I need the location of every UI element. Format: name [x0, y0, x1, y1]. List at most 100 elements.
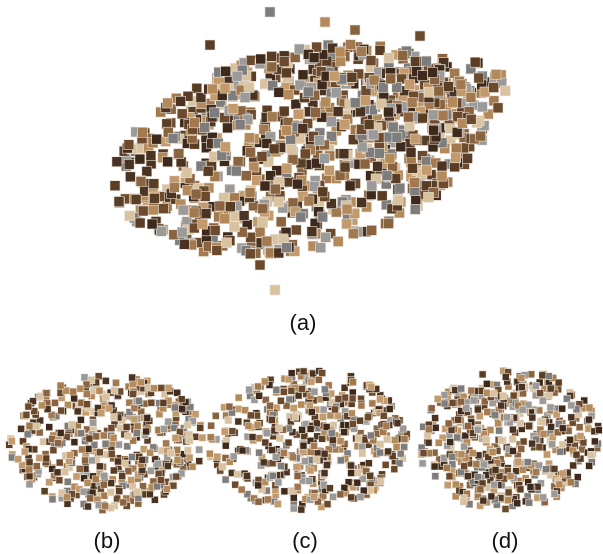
- face-thumbnail: [580, 439, 587, 446]
- face-thumbnail: [73, 473, 80, 480]
- face-thumbnail: [57, 382, 64, 389]
- face-thumbnail: [230, 211, 240, 221]
- face-thumbnail: [458, 385, 465, 392]
- face-thumbnail: [502, 506, 509, 513]
- face-thumbnail: [505, 489, 512, 496]
- face-thumbnail: [186, 437, 193, 444]
- face-thumbnail: [302, 458, 309, 465]
- face-thumbnail: [466, 114, 476, 124]
- face-thumbnail: [262, 236, 272, 246]
- face-thumbnail: [239, 211, 249, 221]
- face-thumbnail: [369, 75, 379, 85]
- face-thumbnail: [54, 440, 61, 447]
- face-thumbnail: [247, 412, 254, 419]
- face-thumbnail: [415, 31, 425, 41]
- face-thumbnail: [101, 472, 108, 479]
- face-thumbnail: [369, 400, 376, 407]
- face-thumbnail: [279, 106, 289, 116]
- face-thumbnail: [205, 40, 215, 50]
- face-thumbnail: [255, 260, 265, 270]
- face-thumbnail: [258, 217, 268, 227]
- face-thumbnail: [225, 417, 232, 424]
- face-thumbnail: [574, 474, 581, 481]
- face-thumbnail: [339, 149, 349, 159]
- face-thumbnail: [68, 421, 75, 428]
- face-thumbnail: [307, 467, 314, 474]
- face-thumbnail: [290, 454, 297, 461]
- face-thumbnail: [559, 425, 566, 432]
- face-thumbnail: [201, 209, 211, 219]
- face-thumbnail: [125, 172, 135, 182]
- face-thumbnail: [332, 406, 339, 413]
- face-thumbnail: [336, 56, 346, 66]
- face-thumbnail: [298, 506, 305, 513]
- face-thumbnail: [254, 421, 261, 428]
- face-thumbnail: [441, 400, 448, 407]
- face-thumbnail: [197, 424, 204, 431]
- face-thumbnail: [510, 392, 517, 399]
- face-thumbnail: [420, 450, 427, 457]
- face-thumbnail: [286, 134, 296, 144]
- face-thumbnail: [189, 463, 196, 470]
- face-thumbnail: [124, 159, 134, 169]
- face-thumbnail: [360, 159, 370, 169]
- face-thumbnail: [163, 157, 173, 167]
- face-thumbnail: [479, 371, 486, 378]
- face-thumbnail: [377, 396, 384, 403]
- face-thumbnail: [474, 426, 481, 433]
- face-thumbnail: [540, 494, 547, 501]
- face-thumbnail: [293, 109, 303, 119]
- face-thumbnail: [231, 166, 241, 176]
- face-thumbnail: [288, 387, 295, 394]
- face-thumbnail: [397, 450, 404, 457]
- face-thumbnail: [526, 499, 533, 506]
- face-thumbnail: [102, 440, 109, 447]
- face-thumbnail: [321, 450, 328, 457]
- face-thumbnail: [432, 424, 439, 431]
- face-thumbnail: [82, 457, 89, 464]
- face-thumbnail: [437, 171, 447, 181]
- face-thumbnail: [246, 55, 256, 65]
- face-thumbnail: [350, 25, 360, 35]
- face-thumbnail: [18, 425, 25, 432]
- face-thumbnail: [432, 473, 439, 480]
- face-thumbnail: [221, 66, 231, 76]
- face-thumbnail: [95, 502, 102, 509]
- face-thumbnail: [25, 403, 32, 410]
- face-thumbnail: [225, 202, 235, 212]
- face-thumbnail: [62, 468, 69, 475]
- face-thumbnail: [318, 187, 328, 197]
- face-thumbnail: [368, 432, 375, 439]
- face-thumbnail: [348, 410, 355, 417]
- face-thumbnail: [134, 488, 141, 495]
- face-thumbnail: [320, 406, 327, 413]
- face-thumbnail: [26, 422, 33, 429]
- face-thumbnail: [557, 448, 564, 455]
- face-thumbnail: [526, 423, 533, 430]
- face-thumbnail: [290, 505, 297, 512]
- face-thumbnail: [192, 83, 202, 93]
- face-thumbnail: [408, 163, 418, 173]
- face-thumbnail: [348, 462, 355, 469]
- face-thumbnail: [206, 450, 213, 457]
- face-thumbnail: [235, 406, 242, 413]
- face-thumbnail: [222, 442, 229, 449]
- face-thumbnail: [221, 428, 228, 435]
- face-thumbnail: [540, 431, 547, 438]
- face-thumbnail: [46, 424, 53, 431]
- face-thumbnail: [315, 376, 322, 383]
- face-thumbnail: [349, 420, 356, 427]
- face-thumbnail: [393, 195, 403, 205]
- face-thumbnail: [518, 384, 525, 391]
- face-thumbnail: [345, 181, 355, 191]
- face-thumbnail: [199, 434, 206, 441]
- face-thumbnail: [245, 423, 252, 430]
- face-thumbnail: [407, 98, 417, 108]
- face-thumbnail: [326, 117, 336, 127]
- face-thumbnail: [307, 227, 317, 237]
- face-thumbnail: [149, 179, 159, 189]
- face-thumbnail: [556, 481, 563, 488]
- face-thumbnail: [505, 497, 512, 504]
- face-thumbnail: [256, 54, 266, 64]
- face-thumbnail: [100, 432, 107, 439]
